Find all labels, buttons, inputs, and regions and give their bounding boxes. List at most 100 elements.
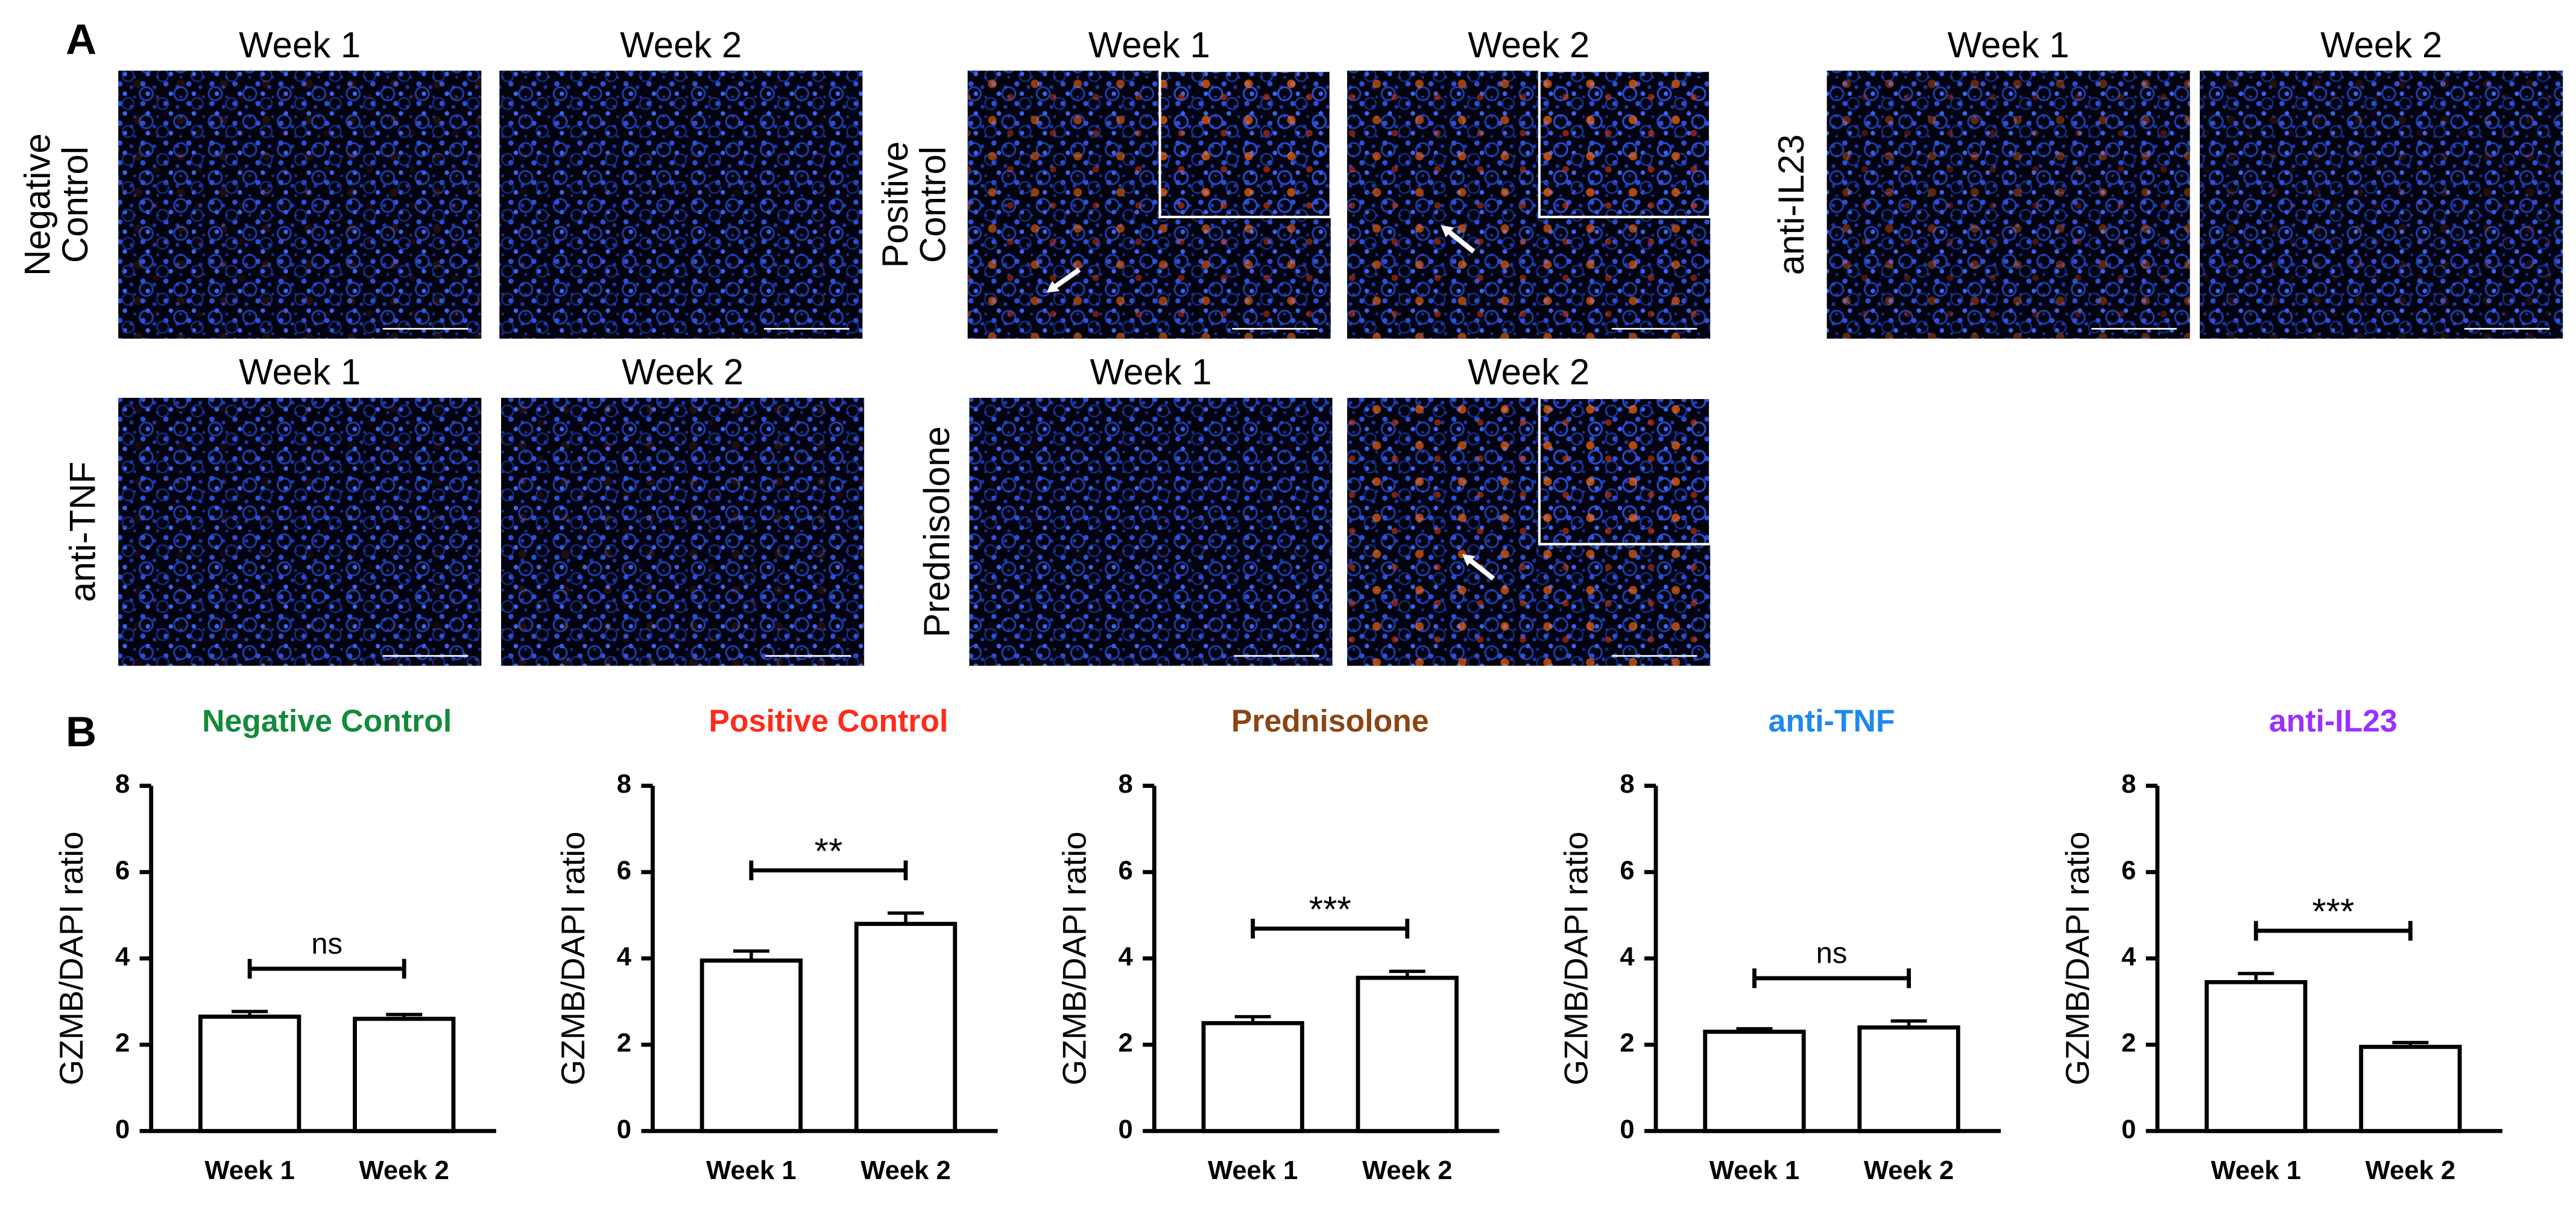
y-tick-label: 2 (115, 1029, 130, 1058)
y-tick-label: 6 (1620, 856, 1634, 885)
x-tick-label: Week 1 (1709, 1156, 1799, 1185)
image-label: Week 2 (622, 352, 743, 392)
arrow-head (1046, 280, 1060, 293)
significance-label: *** (2312, 892, 2354, 932)
y-axis-label: GZMB/DAPI ratio (2059, 831, 2096, 1085)
significance-label: *** (1309, 889, 1351, 930)
bar (198, 1015, 301, 1133)
bar (1703, 1030, 1806, 1133)
y-tick-label: 6 (115, 856, 130, 885)
arrow-head (1462, 554, 1476, 567)
x-tick-label: Week 2 (1864, 1156, 1954, 1185)
micrograph-stain (118, 397, 482, 666)
inset-frame (1538, 69, 1712, 219)
y-tick-label: 2 (2121, 1029, 2136, 1058)
inset-stain (1539, 397, 1711, 544)
y-tick-label: 8 (617, 770, 631, 799)
y-tick-label: 6 (2121, 856, 2136, 885)
micrograph-stain (500, 397, 865, 666)
y-tick-label: 0 (617, 1115, 631, 1144)
group-label: anti-IL23 (1771, 134, 1811, 275)
bar (699, 958, 803, 1133)
x-tick-label: Week 1 (706, 1156, 796, 1185)
bar (1857, 1025, 1960, 1133)
chart-title: Positive Control (709, 703, 949, 738)
micrograph-stain (499, 71, 863, 339)
micrograph-stain (1826, 71, 2190, 339)
y-tick-label: 4 (617, 942, 632, 971)
bar (1201, 1021, 1304, 1133)
y-axis-label: GZMB/DAPI ratio (53, 831, 90, 1085)
significance-label: ns (1816, 937, 1848, 970)
image-label: Week 1 (1088, 25, 1210, 65)
x-tick-label: Week 1 (204, 1156, 294, 1185)
y-tick-label: 8 (2121, 770, 2136, 799)
significance-label: ** (815, 831, 843, 871)
micrograph-stain (2200, 71, 2563, 339)
panel-label: A (66, 16, 96, 64)
arrow-head (1441, 225, 1454, 238)
group-label: Control (912, 146, 953, 263)
y-tick-label: 2 (1119, 1029, 1133, 1058)
inset-stain (1539, 71, 1711, 217)
micrograph-stain (118, 71, 482, 339)
bar (2205, 980, 2308, 1133)
group-label: Positive (875, 142, 915, 268)
y-tick-label: 8 (115, 770, 130, 799)
y-tick-label: 0 (115, 1115, 130, 1144)
significance-label: ns (311, 928, 343, 960)
y-tick-label: 4 (2121, 942, 2136, 971)
y-tick-label: 6 (617, 856, 631, 885)
image-label: Week 1 (239, 352, 361, 392)
inset-frame (1158, 69, 1332, 219)
x-tick-label: Week 2 (359, 1156, 449, 1185)
bar (854, 922, 958, 1133)
y-tick-label: 4 (1119, 942, 1134, 971)
image-label: Week 1 (1948, 25, 2069, 65)
group-label: Control (55, 146, 95, 263)
chart-title: Prednisolone (1231, 703, 1429, 738)
image-label: Week 1 (239, 25, 361, 65)
arrow (1465, 556, 1495, 581)
bar (2359, 1045, 2462, 1133)
image-label: Week 2 (620, 25, 742, 65)
bar (1356, 975, 1459, 1133)
image-label: Week 2 (1468, 352, 1589, 392)
inset-stain (1160, 71, 1331, 217)
y-tick-label: 8 (1620, 770, 1634, 799)
chart-title: Negative Control (202, 703, 452, 738)
panel-label: B (66, 708, 96, 756)
x-tick-label: Week 1 (2211, 1156, 2301, 1185)
image-label: Week 2 (2320, 25, 2442, 65)
y-axis-label: GZMB/DAPI ratio (1558, 831, 1594, 1085)
x-tick-label: Week 2 (2366, 1156, 2455, 1185)
inset-frame (1538, 396, 1712, 546)
y-tick-label: 4 (1620, 942, 1635, 971)
y-tick-label: 2 (1620, 1029, 1634, 1058)
y-tick-label: 0 (1119, 1115, 1133, 1144)
micrograph-stain (969, 397, 1333, 666)
y-axis-label: GZMB/DAPI ratio (1056, 831, 1093, 1085)
x-tick-label: Week 2 (860, 1156, 950, 1185)
y-tick-label: 6 (1119, 856, 1133, 885)
y-tick-label: 2 (617, 1029, 631, 1058)
arrow (1444, 227, 1476, 254)
y-tick-label: 4 (115, 942, 130, 971)
group-label: anti-TNF (63, 462, 103, 602)
image-label: Week 2 (1468, 25, 1589, 65)
chart-title: anti-TNF (1769, 703, 1895, 738)
image-label: Week 1 (1090, 352, 1211, 392)
y-axis-label: GZMB/DAPI ratio (555, 831, 592, 1085)
x-tick-label: Week 2 (1362, 1156, 1452, 1185)
bar (353, 1016, 456, 1133)
group-label: Negative (17, 133, 58, 276)
x-tick-label: Week 1 (1208, 1156, 1298, 1185)
y-tick-label: 0 (1620, 1115, 1634, 1144)
chart-title: anti-IL23 (2269, 703, 2398, 738)
y-tick-label: 8 (1119, 770, 1133, 799)
y-tick-label: 0 (2121, 1115, 2136, 1144)
group-label: Prednisolone (917, 426, 957, 637)
arrow (1050, 267, 1081, 291)
